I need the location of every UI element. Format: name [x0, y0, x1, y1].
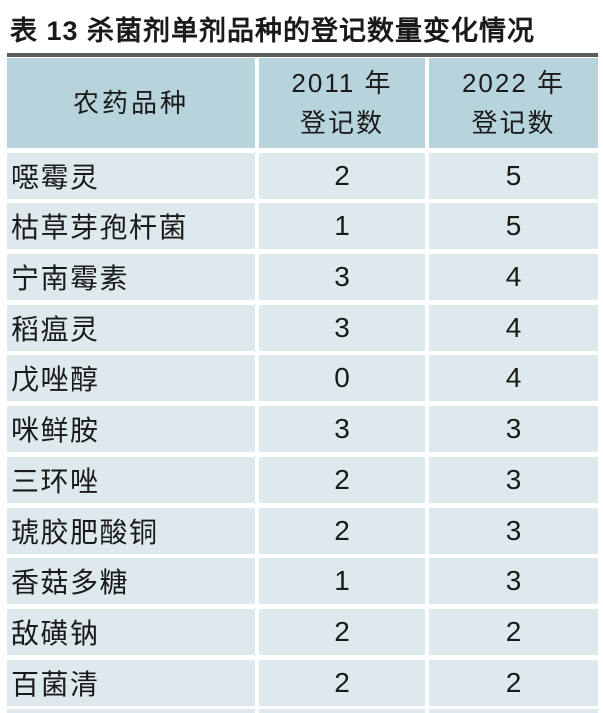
count-2011-cell: 2: [259, 152, 425, 199]
table-row: 枯草芽孢杆菌 1 5: [7, 203, 598, 250]
header-line-count-label: 登记数: [471, 108, 556, 138]
count-2022-cell: 5: [429, 203, 598, 250]
count-2022-cell: 2: [429, 659, 598, 706]
partial-next-row: [7, 709, 598, 713]
table-row: 三环唑 2 3: [7, 456, 598, 503]
table-row: 稻瘟灵 3 4: [7, 304, 598, 351]
partial-cell: [259, 709, 425, 713]
count-2011-cell: 2: [259, 507, 425, 554]
count-2022-cell: 3: [429, 558, 598, 605]
count-2022-cell: 4: [429, 304, 598, 351]
table-header-row: 农药品种 2011 年 登记数 2022 年 登记数: [7, 58, 598, 148]
table-row: 百菌清 2 2: [7, 659, 598, 706]
partial-cell: [429, 709, 598, 713]
table-row: 戊唑醇 0 4: [7, 355, 598, 402]
count-2011-cell: 3: [259, 254, 425, 301]
count-2022-cell: 5: [429, 152, 598, 199]
pesticide-name-cell: 琥胶肥酸铜: [7, 507, 255, 554]
count-2022-cell: 4: [429, 254, 598, 301]
pesticide-name-cell: 戊唑醇: [7, 355, 255, 402]
header-line-count-label: 登记数: [299, 108, 384, 138]
count-2011-cell: 2: [259, 608, 425, 655]
count-2011-cell: 1: [259, 558, 425, 605]
table-row: 香菇多糖 1 3: [7, 558, 598, 605]
table-body: 噁霉灵 2 5 枯草芽孢杆菌 1 5 宁南霉素 3 4 稻瘟灵 3 4 戊唑醇 …: [7, 152, 598, 706]
count-2011-cell: 0: [259, 355, 425, 402]
table-top-rule: [7, 53, 598, 57]
count-2022-cell: 3: [429, 456, 598, 503]
column-header-pesticide-variety: 农药品种: [7, 58, 255, 148]
count-2022-cell: 3: [429, 406, 598, 453]
header-line-year-2022: 2022 年: [461, 68, 566, 98]
table-row: 敌磺钠 2 2: [7, 608, 598, 655]
count-2011-cell: 3: [259, 406, 425, 453]
count-2011-cell: 2: [259, 456, 425, 503]
count-2011-cell: 3: [259, 304, 425, 351]
count-2022-cell: 2: [429, 608, 598, 655]
fungicide-registration-table: 农药品种 2011 年 登记数 2022 年 登记数 噁霉灵 2 5 枯草芽孢杆…: [7, 53, 598, 706]
pesticide-name-cell: 香菇多糖: [7, 558, 255, 605]
table-row: 琥胶肥酸铜 2 3: [7, 507, 598, 554]
count-2022-cell: 3: [429, 507, 598, 554]
column-header-2011-registrations: 2011 年 登记数: [259, 58, 425, 148]
header-line-year-2011: 2011 年: [291, 68, 393, 98]
column-header-2022-registrations: 2022 年 登记数: [429, 58, 598, 148]
table-row: 宁南霉素 3 4: [7, 254, 598, 301]
count-2011-cell: 2: [259, 659, 425, 706]
table-title: 表 13 杀菌剂单剂品种的登记数量变化情况: [10, 16, 536, 46]
count-2022-cell: 4: [429, 355, 598, 402]
pesticide-name-cell: 噁霉灵: [7, 152, 255, 199]
pesticide-name-cell: 三环唑: [7, 456, 255, 503]
partial-cell: [7, 709, 255, 713]
pesticide-name-cell: 稻瘟灵: [7, 304, 255, 351]
table-row: 噁霉灵 2 5: [7, 152, 598, 199]
pesticide-name-cell: 敌磺钠: [7, 608, 255, 655]
pesticide-name-cell: 宁南霉素: [7, 254, 255, 301]
count-2011-cell: 1: [259, 203, 425, 250]
pesticide-name-cell: 百菌清: [7, 659, 255, 706]
table-row: 咪鲜胺 3 3: [7, 406, 598, 453]
pesticide-name-cell: 咪鲜胺: [7, 406, 255, 453]
pesticide-name-cell: 枯草芽孢杆菌: [7, 203, 255, 250]
